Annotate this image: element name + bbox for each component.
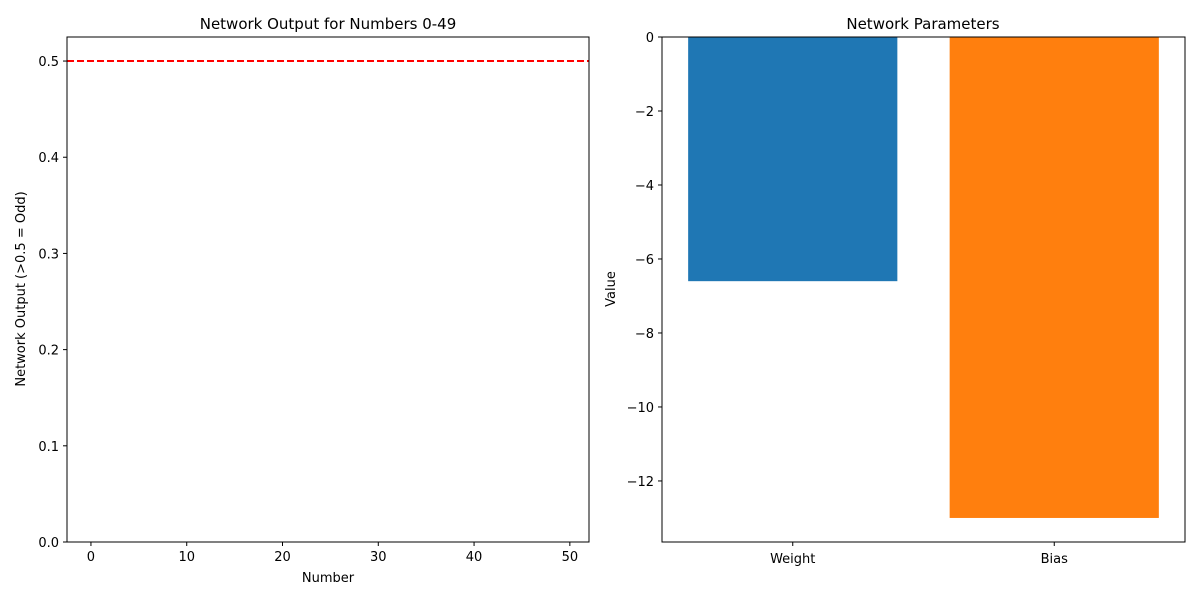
right-y-tick-label: −8 [635, 327, 654, 342]
left-y-tick-label: 0.0 [38, 536, 59, 551]
left-ticks: 0 10 20 30 40 50 0.0 0.1 0.2 0.3 0.4 0.5 [38, 55, 578, 565]
left-y-tick-label: 0.2 [38, 344, 59, 359]
left-y-tick-label: 0.3 [38, 247, 59, 262]
left-y-axis-label: Network Output (>0.5 = Odd) [14, 191, 29, 386]
left-chart-title: Network Output for Numbers 0-49 [200, 15, 457, 33]
left-x-tick-label: 10 [178, 550, 195, 565]
left-x-tick-label: 20 [274, 550, 291, 565]
left-x-tick-label: 0 [87, 550, 95, 565]
bar-bias [949, 37, 1159, 518]
left-x-tick-label: 50 [562, 550, 579, 565]
bar-weight [688, 37, 898, 282]
left-y-tick-label: 0.5 [38, 55, 59, 70]
right-plot-frame [661, 36, 1186, 543]
right-y-tick-label: −10 [627, 401, 654, 416]
right-x-tick-label: Weight [770, 552, 815, 567]
right-chart-title: Network Parameters [846, 15, 999, 33]
right-x-tick-label: Bias [1041, 552, 1068, 567]
left-y-tick-label: 0.4 [38, 151, 59, 166]
left-x-axis-label: Number [302, 571, 355, 586]
left-y-tick-label: 0.1 [38, 440, 59, 455]
right-y-tick-label: −6 [635, 253, 654, 268]
right-y-tick-label: −12 [627, 475, 654, 490]
left-x-tick-label: 30 [370, 550, 387, 565]
left-x-tick-label: 40 [466, 550, 483, 565]
left-plot-frame [66, 36, 590, 543]
right-y-tick-label: −4 [635, 179, 654, 194]
right-y-tick-label: 0 [646, 31, 654, 46]
right-y-tick-label: −2 [635, 105, 654, 120]
right-marks [688, 37, 1159, 518]
right-y-axis-label: Value [604, 271, 619, 307]
network-output-chart: Network Output for Numbers 0-49 Number N… [14, 15, 590, 586]
right-ticks: Weight Bias 0 −2 −4 −6 −8 −10 −12 [627, 31, 1069, 567]
network-parameters-chart: Network Parameters Value Weight Bias 0 −2 −4… [604, 15, 1186, 567]
